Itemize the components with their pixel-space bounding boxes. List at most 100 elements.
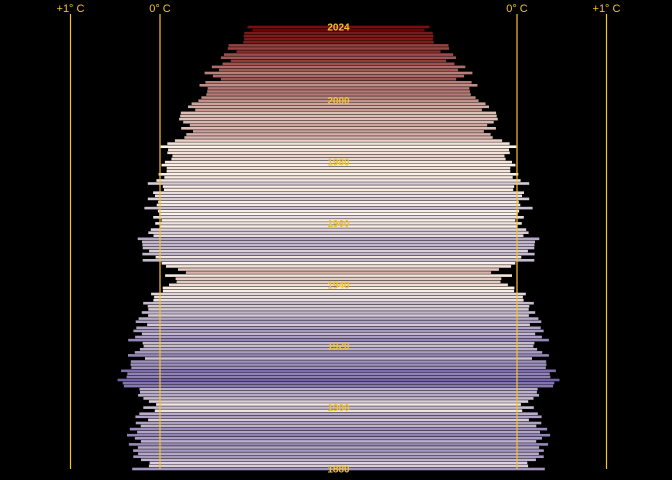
anomaly-bar-1988 <box>184 136 493 139</box>
anomaly-bar-1976 <box>158 173 519 176</box>
anomaly-bar-1995 <box>180 114 497 118</box>
anomaly-bar-2021 <box>243 34 434 38</box>
anomaly-bar-1992 <box>189 123 488 127</box>
anomaly-bars <box>117 25 560 471</box>
anomaly-bar-1967 <box>158 200 519 204</box>
anomaly-bar-2018 <box>228 44 449 47</box>
anomaly-bar-1900 <box>143 406 534 409</box>
anomaly-bar-1996 <box>180 111 497 115</box>
anomaly-bar-1975 <box>164 176 513 179</box>
anomaly-bar-1902 <box>148 400 529 403</box>
anomaly-bar-1899 <box>154 409 523 412</box>
anomaly-bar-2009 <box>204 71 473 75</box>
anomaly-bar-1891 <box>127 433 551 437</box>
anomaly-bar-1999 <box>191 102 486 105</box>
anomaly-bar-1955 <box>137 237 540 241</box>
anomaly-bar-1897 <box>135 415 542 419</box>
anomaly-bar-1885 <box>138 452 539 455</box>
anomaly-bar-1993 <box>183 120 494 124</box>
anomaly-bar-1945 <box>178 268 499 271</box>
anomaly-bar-2019 <box>243 41 434 44</box>
anomaly-bar-1898 <box>139 412 538 415</box>
anomaly-bar-1973 <box>147 182 530 185</box>
anomaly-bar-1952 <box>142 246 535 250</box>
anomaly-bar-2005 <box>199 84 478 87</box>
anomaly-bar-2004 <box>207 87 470 90</box>
anomaly-bar-1981 <box>171 157 506 161</box>
year-label-1980: 1980 <box>327 158 350 169</box>
anomaly-bar-1905 <box>140 391 537 394</box>
anomaly-bar-1901 <box>156 403 521 406</box>
anomaly-bar-1994 <box>179 117 498 121</box>
year-label-1960: 1960 <box>327 219 350 230</box>
anomaly-bar-1937 <box>151 292 526 296</box>
anomaly-bar-1892 <box>137 430 540 434</box>
reference-label-0: +1° C <box>57 3 85 15</box>
anomaly-bar-1966 <box>156 203 521 207</box>
anomaly-bar-2002 <box>206 93 471 96</box>
anomaly-bar-1961 <box>161 219 516 222</box>
anomaly-bar-1935 <box>153 298 524 302</box>
anomaly-bar-1912 <box>121 369 556 373</box>
anomaly-bar-1989 <box>186 133 491 136</box>
anomaly-bar-2017 <box>227 47 450 50</box>
anomaly-bar-1895 <box>135 421 542 425</box>
anomaly-bar-1916 <box>145 357 532 360</box>
anomaly-bar-1953 <box>142 243 535 247</box>
year-label-1880: 1880 <box>327 465 350 476</box>
anomaly-bar-1938 <box>162 289 515 293</box>
year-label-2000: 2000 <box>327 96 350 107</box>
anomaly-bar-2003 <box>207 90 470 93</box>
anomaly-bar-1941 <box>176 280 501 284</box>
anomaly-bar-1908 <box>122 381 555 385</box>
year-label-1920: 1920 <box>327 342 350 353</box>
anomaly-bar-1949 <box>155 255 522 259</box>
anomaly-bar-2015 <box>223 53 454 56</box>
anomaly-bar-1920 <box>143 344 534 348</box>
anomaly-bar-1948 <box>142 259 535 262</box>
anomaly-bar-1883 <box>141 458 536 462</box>
anomaly-bar-2008 <box>212 74 465 78</box>
anomaly-bar-2023 <box>252 28 425 32</box>
anomaly-bar-1931 <box>141 311 536 314</box>
anomaly-bar-1972 <box>162 185 515 188</box>
year-label-1940: 1940 <box>327 280 350 291</box>
anomaly-bar-2011 <box>211 65 466 69</box>
anomaly-bar-1983 <box>167 151 510 155</box>
anomaly-bar-1896 <box>148 418 529 422</box>
anomaly-bar-1915 <box>130 360 547 363</box>
anomaly-bar-2006 <box>205 81 472 84</box>
anomaly-bar-1927 <box>147 323 530 326</box>
anomaly-bar-1943 <box>165 274 512 277</box>
anomaly-bar-1950 <box>142 252 535 256</box>
anomaly-bar-1919 <box>139 348 538 351</box>
anomaly-bar-1956 <box>153 234 524 237</box>
anomaly-bar-1951 <box>149 249 528 253</box>
anomaly-bar-1914 <box>130 363 547 366</box>
anomaly-bar-1986 <box>167 142 510 145</box>
anomaly-bar-2024 <box>247 25 430 29</box>
anomaly-bar-1982 <box>172 154 505 158</box>
anomaly-bar-1889 <box>140 440 537 443</box>
reference-label-1: 0° C <box>149 3 171 15</box>
anomaly-bar-1979 <box>161 163 516 167</box>
anomaly-bar-1998 <box>188 105 489 109</box>
anomaly-bar-1884 <box>133 455 544 458</box>
year-label-1900: 1900 <box>327 403 350 414</box>
anomaly-bar-1921 <box>142 341 535 345</box>
anomaly-bar-1917 <box>128 354 549 357</box>
anomaly-bar-2010 <box>219 68 459 72</box>
anomaly-bar-1911 <box>127 372 550 376</box>
reference-label-3: +1° C <box>593 3 621 15</box>
anomaly-bar-1984 <box>168 148 509 152</box>
anomaly-bar-2000 <box>198 99 479 102</box>
anomaly-bar-1922 <box>128 338 549 342</box>
anomaly-bar-1909 <box>117 378 560 382</box>
anomaly-bar-1939 <box>162 286 515 290</box>
anomaly-bar-1881 <box>148 464 529 468</box>
anomaly-bar-1924 <box>141 332 536 336</box>
year-label-2024: 2024 <box>327 23 350 34</box>
anomaly-bar-1932 <box>148 308 529 311</box>
anomaly-bar-2016 <box>236 50 441 53</box>
